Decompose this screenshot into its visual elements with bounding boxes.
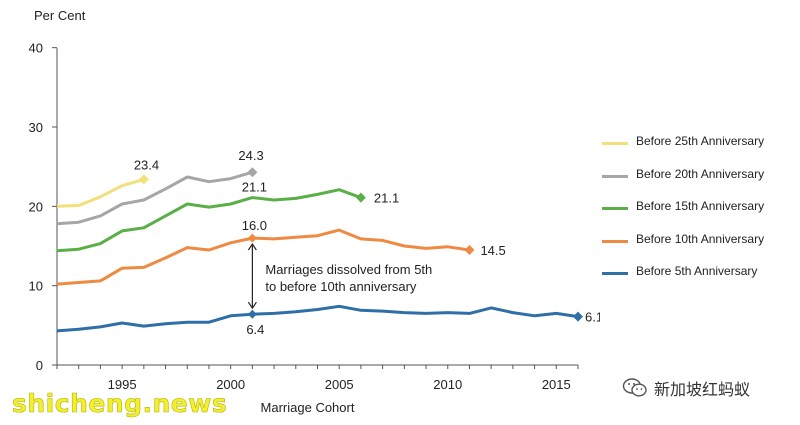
series-end-marker (464, 244, 475, 255)
y-tick-label: 10 (29, 279, 43, 294)
watermark-brand-text: 新加坡红蚂蚁 (654, 380, 751, 399)
arrow-annotation-text: Marriages dissolved from 5th (265, 262, 432, 277)
chart-axes: 0 10 20 30 40 1995 2000 2005 2010 2015 (29, 41, 579, 392)
legend-swatch (602, 174, 628, 178)
x-tick-label: 2015 (542, 377, 571, 392)
series-line (56, 304, 579, 333)
series-end-marker (138, 174, 149, 185)
series-line (56, 228, 470, 286)
series-line (56, 177, 145, 208)
point-marker (247, 233, 257, 243)
x-tick-label: 2005 (325, 377, 354, 392)
legend-item: Before 20th Anniversary (602, 167, 798, 200)
y-tick-label: 40 (29, 41, 43, 56)
wechat-icon (622, 378, 647, 397)
series-line (56, 170, 253, 226)
series-end-label: 24.3 (238, 148, 263, 163)
legend: Before 25th Anniversary Before 20th Anniv… (602, 134, 798, 297)
legend-label: Before 15th Anniversary (636, 199, 765, 213)
legend-swatch (602, 272, 628, 275)
legend-item: Before 5th Anniversary (602, 264, 798, 297)
y-axis-label: Per Cent (34, 8, 86, 23)
legend-swatch (602, 207, 628, 210)
labels-layer: Per Cent Marriage Cohort 23.4 24.3 21.1 14.5 6… (34, 8, 600, 415)
series-end-marker (573, 311, 583, 322)
x-axis-label: Marriage Cohort (261, 400, 355, 415)
y-tick-label: 30 (29, 120, 43, 135)
legend-item: Before 10th Anniversary (602, 232, 798, 265)
series-end-label: 21.1 (374, 191, 399, 206)
series-end-label: 14.5 (480, 243, 505, 258)
point-marker (247, 309, 257, 319)
arrow-annotation-text: to before 10th anniversary (265, 279, 417, 294)
x-tick-label: 2010 (433, 377, 462, 392)
watermark-text: shicheng.news (12, 389, 228, 419)
legend-swatch (602, 239, 628, 243)
line-chart: 0 10 20 30 40 1995 2000 2005 2010 2015 Per Cent Ma… (29, 8, 600, 415)
watermark-brand: 新加坡红蚂蚁 (622, 376, 750, 400)
x-tick-label: 1995 (108, 377, 137, 392)
series-end-marker (355, 192, 366, 203)
series-line (56, 188, 362, 253)
legend-item: Before 25th Anniversary (602, 134, 798, 167)
arrow-head-top (247, 242, 257, 251)
annotation-label: 21.1 (242, 180, 267, 195)
legend-label: Before 20th Anniversary (636, 166, 765, 181)
y-tick-label: 20 (29, 199, 43, 214)
legend-item: Before 15th Anniversary (602, 199, 798, 232)
annotation-label: 16.0 (242, 218, 267, 233)
y-tick-label: 0 (36, 358, 43, 373)
x-tick-label: 2000 (216, 377, 245, 392)
legend-label: Before 25th Anniversary (636, 134, 765, 148)
series-end-marker (247, 167, 258, 178)
annotation-label: 6.4 (246, 322, 264, 337)
series-layer (56, 167, 583, 333)
arrow-head-bottom (247, 301, 257, 310)
legend-label: Before 5th Anniversary (636, 264, 758, 278)
series-end-label: 23.4 (134, 157, 159, 172)
legend-label: Before 10th Anniversary (636, 231, 765, 246)
legend-swatch (602, 142, 628, 145)
series-end-label: 6.1 (585, 310, 600, 325)
